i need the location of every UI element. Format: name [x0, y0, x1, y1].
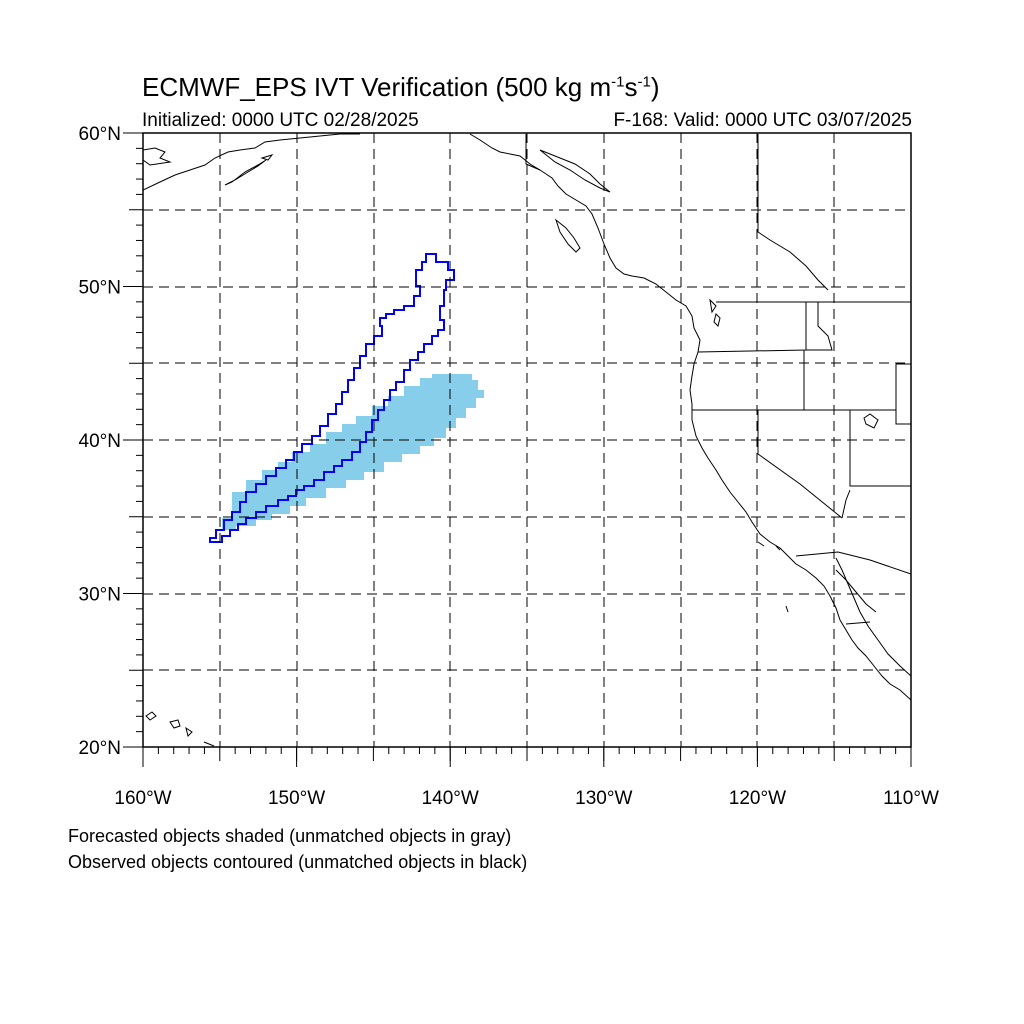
lat-label: 20°N [79, 738, 121, 759]
legend-observed: Observed objects contoured (unmatched ob… [68, 852, 528, 872]
axis-ticks [123, 132, 912, 767]
init-time-label: Initialized: 0000 UTC 02/28/2025 [142, 110, 419, 131]
lat-label: 60°N [79, 124, 121, 145]
lat-label: 30°N [79, 585, 121, 606]
coastlines [143, 133, 911, 747]
latitude-labels: 60°N 50°N 40°N 30°N 20°N [79, 124, 121, 759]
graticule [143, 133, 911, 747]
lon-label: 120°W [729, 788, 786, 809]
lon-label: 140°W [422, 788, 479, 809]
observed-object-contour [209, 253, 455, 543]
valid-time-label: F-168: Valid: 0000 UTC 03/07/2025 [613, 110, 912, 131]
legend-forecast: Forecasted objects shaded (unmatched obj… [68, 826, 512, 846]
lat-label: 40°N [79, 431, 121, 452]
longitude-labels: 160°W 150°W 140°W 130°W 120°W 110°W [114, 788, 939, 809]
lon-label: 110°W [883, 788, 939, 809]
lon-label: 160°W [114, 788, 171, 809]
lon-label: 150°W [268, 788, 325, 809]
lon-label: 130°W [575, 788, 632, 809]
political-borders [525, 134, 911, 625]
map-title: ECMWF_EPS IVT Verification (500 kg m-1s-… [142, 72, 660, 102]
lat-label: 50°N [79, 278, 121, 299]
